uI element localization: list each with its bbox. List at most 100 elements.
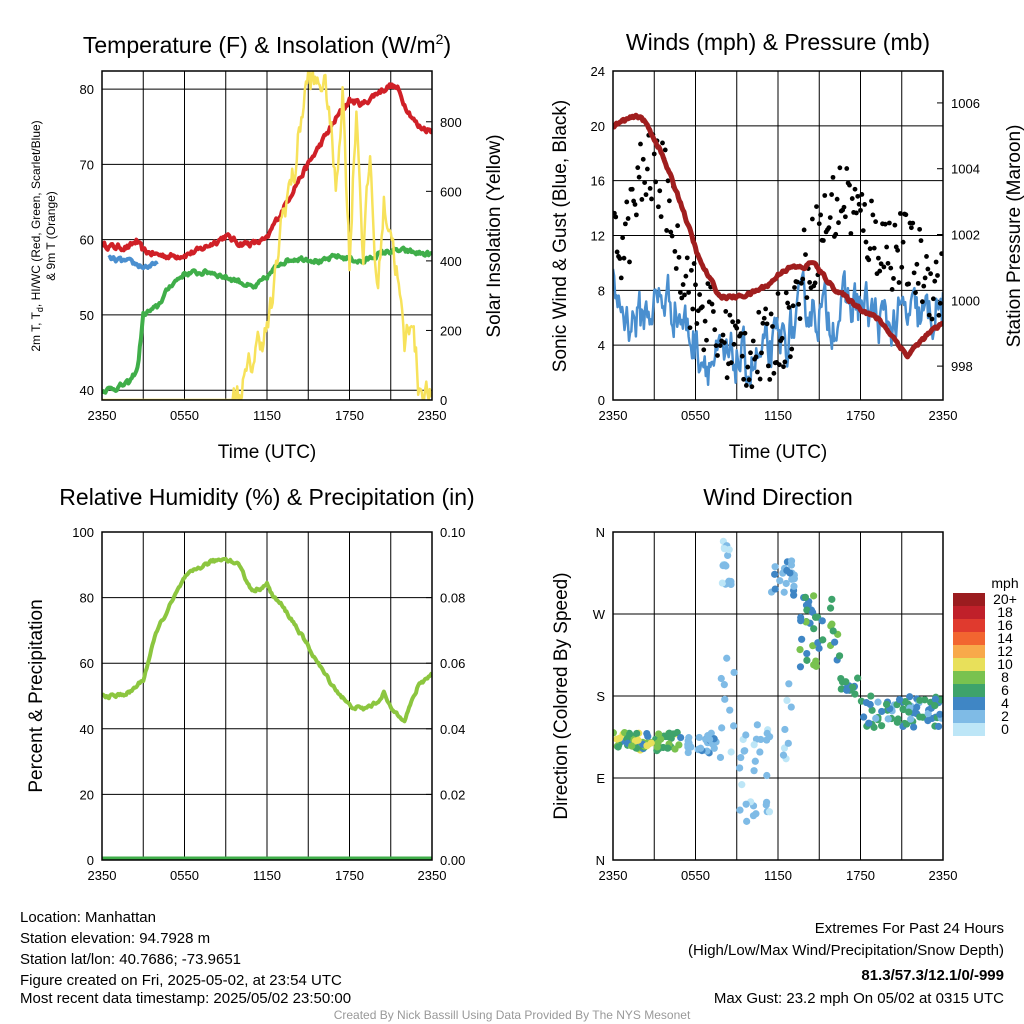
direction-point xyxy=(868,706,876,714)
plot-frame xyxy=(612,70,944,401)
gust-point xyxy=(613,210,617,216)
gust-point xyxy=(932,278,938,284)
gust-point xyxy=(682,292,687,298)
gust-point xyxy=(756,309,762,315)
gust-point xyxy=(797,316,803,322)
gust-point xyxy=(702,318,708,324)
location-text: Location: Manhattan xyxy=(20,909,156,926)
direction-point xyxy=(614,743,622,751)
direction-point xyxy=(867,692,875,700)
colorbar-swatch xyxy=(953,658,985,671)
gust-point xyxy=(875,255,881,261)
gust-point xyxy=(664,228,670,233)
colorbar-title: mph xyxy=(991,575,1018,591)
x-tick-label: 1150 xyxy=(253,868,281,883)
direction-point xyxy=(783,696,791,704)
direction-point xyxy=(819,636,827,644)
gust-point xyxy=(860,228,866,234)
gust-point xyxy=(842,214,848,220)
gust-point xyxy=(848,231,854,236)
direction-point xyxy=(937,696,943,704)
gust-point xyxy=(639,197,645,202)
wind-xlabel: Time (UTC) xyxy=(729,442,828,463)
direction-point xyxy=(643,742,651,750)
extremes-title: Extremes For Past 24 Hours xyxy=(815,920,1004,937)
gust-point xyxy=(723,309,729,314)
y-right-tick-label: 400 xyxy=(440,254,462,269)
direction-point xyxy=(854,674,862,682)
y-tick-label: N xyxy=(596,853,605,868)
direction-point xyxy=(842,678,850,686)
series-hi-wc xyxy=(107,254,159,271)
gust-point xyxy=(937,300,943,306)
gust-point xyxy=(804,295,810,301)
gust-point xyxy=(688,267,694,273)
pressure-ylabel: Station Pressure (Maroon) xyxy=(1004,125,1024,348)
gust-point xyxy=(818,212,824,218)
y-tick-label: E xyxy=(596,771,605,786)
direction-point xyxy=(843,686,851,694)
gust-point xyxy=(750,338,756,344)
colorbar-label: 4 xyxy=(1001,695,1009,711)
gust-point xyxy=(862,202,868,207)
gust-point xyxy=(859,192,865,197)
gust-point xyxy=(715,353,720,358)
direction-point xyxy=(633,729,641,738)
gust-point xyxy=(775,291,781,296)
direction-point xyxy=(781,725,789,734)
gust-point xyxy=(796,301,802,307)
gust-point xyxy=(754,369,760,375)
gust-point xyxy=(617,256,623,261)
direction-point xyxy=(874,698,882,706)
gust-point xyxy=(672,249,678,254)
gust-point xyxy=(771,370,777,376)
colorbar-swatch xyxy=(953,671,985,684)
x-tick-label: 2350 xyxy=(418,868,447,883)
colorbar-swatch xyxy=(953,619,985,632)
gust-point xyxy=(847,182,852,188)
direction-point xyxy=(697,744,705,752)
gust-point xyxy=(627,259,632,265)
direction-point xyxy=(818,617,826,625)
direction-point xyxy=(736,806,744,814)
direction-point xyxy=(726,706,734,714)
direction-point xyxy=(723,654,731,662)
gust-point xyxy=(924,254,929,259)
gust-point xyxy=(690,306,696,312)
x-tick-label: 2350 xyxy=(929,408,958,423)
direction-point xyxy=(835,652,844,660)
x-tick-label: 1750 xyxy=(335,408,364,423)
direction-point xyxy=(801,593,810,601)
gust-point xyxy=(814,204,819,210)
gust-point xyxy=(827,215,833,220)
direction-point xyxy=(787,703,795,711)
gust-point xyxy=(834,196,840,202)
gust-point xyxy=(727,312,733,318)
gust-point xyxy=(863,239,869,245)
direction-point xyxy=(916,713,924,721)
gust-point xyxy=(765,363,771,369)
y-right-tick-label: 200 xyxy=(440,323,462,338)
plot-frame xyxy=(612,531,944,861)
gust-point xyxy=(618,275,624,281)
direction-point xyxy=(895,695,904,704)
y-tick-label: 80 xyxy=(80,82,94,97)
direction-point xyxy=(860,713,868,721)
plot-area xyxy=(613,537,943,825)
gust-point xyxy=(620,235,626,241)
gust-point xyxy=(889,286,895,292)
direction-point xyxy=(934,722,943,731)
y-tick-label: W xyxy=(593,607,606,622)
gust-point xyxy=(753,354,759,360)
direction-point xyxy=(717,674,725,683)
gust-point xyxy=(899,264,905,270)
y-tick-label: 20 xyxy=(80,787,94,802)
direction-point xyxy=(718,579,726,587)
direction-point xyxy=(671,745,679,753)
gust-point xyxy=(836,220,841,226)
direction-point xyxy=(763,729,771,737)
colorbar-swatch xyxy=(953,645,985,658)
gust-point xyxy=(730,319,736,325)
direction-point xyxy=(655,730,663,738)
